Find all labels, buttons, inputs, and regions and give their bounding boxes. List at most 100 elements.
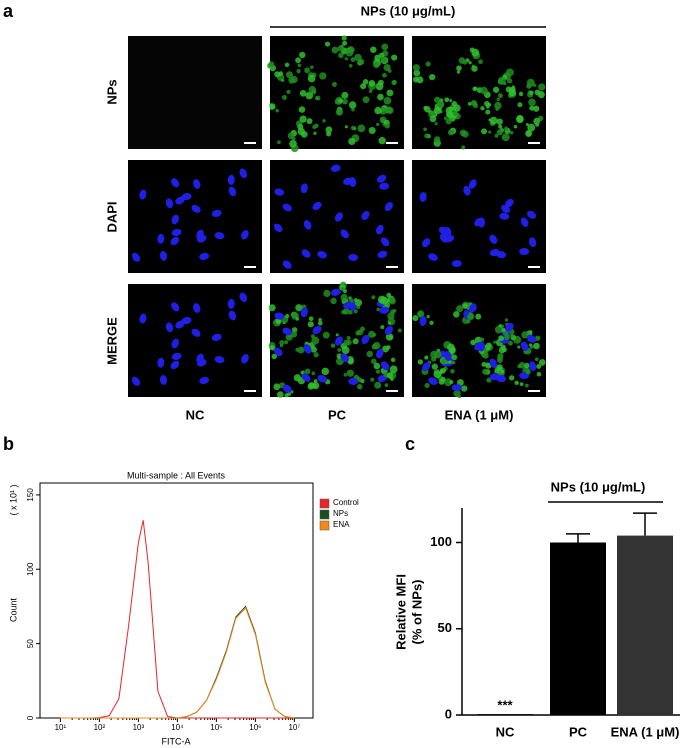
legend-label: Control	[333, 498, 359, 507]
particle-signal	[311, 336, 320, 345]
particle-signal	[505, 86, 512, 93]
particle-signal	[380, 325, 385, 330]
particle-signal	[497, 93, 503, 99]
y-tick-label: 50	[438, 620, 452, 635]
particle-signal	[279, 340, 285, 346]
legend-label: ENA	[333, 520, 350, 529]
column-label: NC	[186, 407, 205, 422]
micrograph	[412, 36, 546, 150]
particle-signal	[341, 91, 349, 99]
nucleus	[171, 338, 179, 349]
particle-signal	[517, 102, 523, 108]
particle-signal	[287, 392, 292, 396]
particle-signal	[379, 52, 385, 58]
particle-signal	[509, 130, 514, 135]
nucleus	[520, 217, 529, 227]
particle-signal	[473, 86, 478, 91]
particle-signal	[504, 318, 509, 322]
nucleus	[211, 209, 222, 217]
particle-signal	[451, 101, 458, 107]
nucleus	[348, 253, 359, 261]
particle-signal	[425, 61, 431, 67]
particle-signal	[295, 304, 303, 312]
particle-signal	[331, 46, 339, 54]
nucleus	[384, 201, 393, 211]
particle-signal	[346, 369, 354, 377]
panel-label: c	[405, 434, 415, 454]
particle-signal	[528, 98, 536, 107]
particle-signal	[357, 124, 366, 133]
particle-signal	[524, 383, 529, 388]
nucleus	[451, 260, 462, 268]
particle-signal	[386, 372, 394, 379]
particle-signal	[321, 367, 330, 376]
particle-signal	[386, 106, 390, 110]
particle-signal	[538, 359, 546, 366]
nucleus	[171, 228, 182, 237]
y-tick-label: 100	[430, 534, 452, 549]
nucleus	[228, 310, 237, 321]
particle-signal	[362, 96, 370, 104]
particle-signal	[381, 56, 388, 63]
particle-signal	[397, 328, 402, 333]
particle-signal	[304, 368, 311, 375]
y-axis-label: Count	[8, 598, 18, 623]
particle-signal	[514, 380, 519, 385]
nucleus	[165, 322, 174, 333]
particle-signal	[498, 346, 506, 354]
micrograph	[412, 284, 546, 399]
particle-signal	[354, 299, 362, 307]
nucleus	[157, 233, 165, 244]
x-tick-label: 10²	[94, 723, 106, 732]
particle-signal	[387, 312, 395, 320]
particle-signal	[413, 69, 421, 77]
legend-swatch	[319, 498, 330, 509]
nucleus	[228, 186, 237, 197]
nucleus	[377, 250, 388, 259]
nucleus	[139, 189, 147, 200]
particle-signal	[323, 289, 331, 298]
y-tick-label: 100	[26, 562, 35, 576]
particle-signal	[468, 61, 472, 65]
particle-signal	[450, 368, 455, 374]
x-tick-label: ENA (1 μM)	[611, 724, 680, 739]
particle-signal	[417, 311, 423, 317]
particle-signal	[349, 298, 354, 303]
nucleus	[348, 377, 359, 385]
nucleus	[376, 348, 384, 359]
particle-signal	[356, 383, 363, 390]
bar	[477, 714, 533, 715]
particle-signal	[446, 110, 454, 119]
particle-signal	[517, 364, 522, 369]
particle-signal	[517, 345, 521, 349]
particle-signal	[350, 125, 356, 131]
particle-signal	[519, 382, 524, 386]
particle-signal	[313, 352, 319, 358]
particle-signal	[459, 129, 467, 137]
legend-swatch	[319, 509, 330, 520]
group-header: NPs (10 μg/mL)	[361, 3, 456, 18]
y-multiplier: ( x 10¹ )	[8, 484, 18, 515]
nucleus	[379, 182, 390, 190]
particle-signal	[533, 117, 541, 125]
y-tick-label: 50	[26, 639, 35, 648]
series-line	[60, 606, 295, 719]
particle-signal	[488, 118, 492, 122]
nucleus	[376, 224, 384, 235]
nucleus	[499, 212, 510, 220]
particle-signal	[368, 79, 376, 87]
particle-signal	[324, 41, 331, 47]
micrograph	[128, 284, 262, 397]
particle-signal	[344, 125, 348, 129]
nucleus	[527, 334, 537, 343]
nucleus	[282, 260, 292, 269]
particle-signal	[501, 327, 506, 332]
particle-signal	[470, 339, 476, 346]
particle-signal	[383, 96, 392, 105]
particle-signal	[494, 368, 500, 374]
particle-signal	[456, 305, 464, 313]
particle-signal	[529, 90, 534, 95]
nucleus	[274, 312, 285, 320]
particle-signal	[291, 136, 296, 141]
particle-signal	[424, 382, 430, 389]
